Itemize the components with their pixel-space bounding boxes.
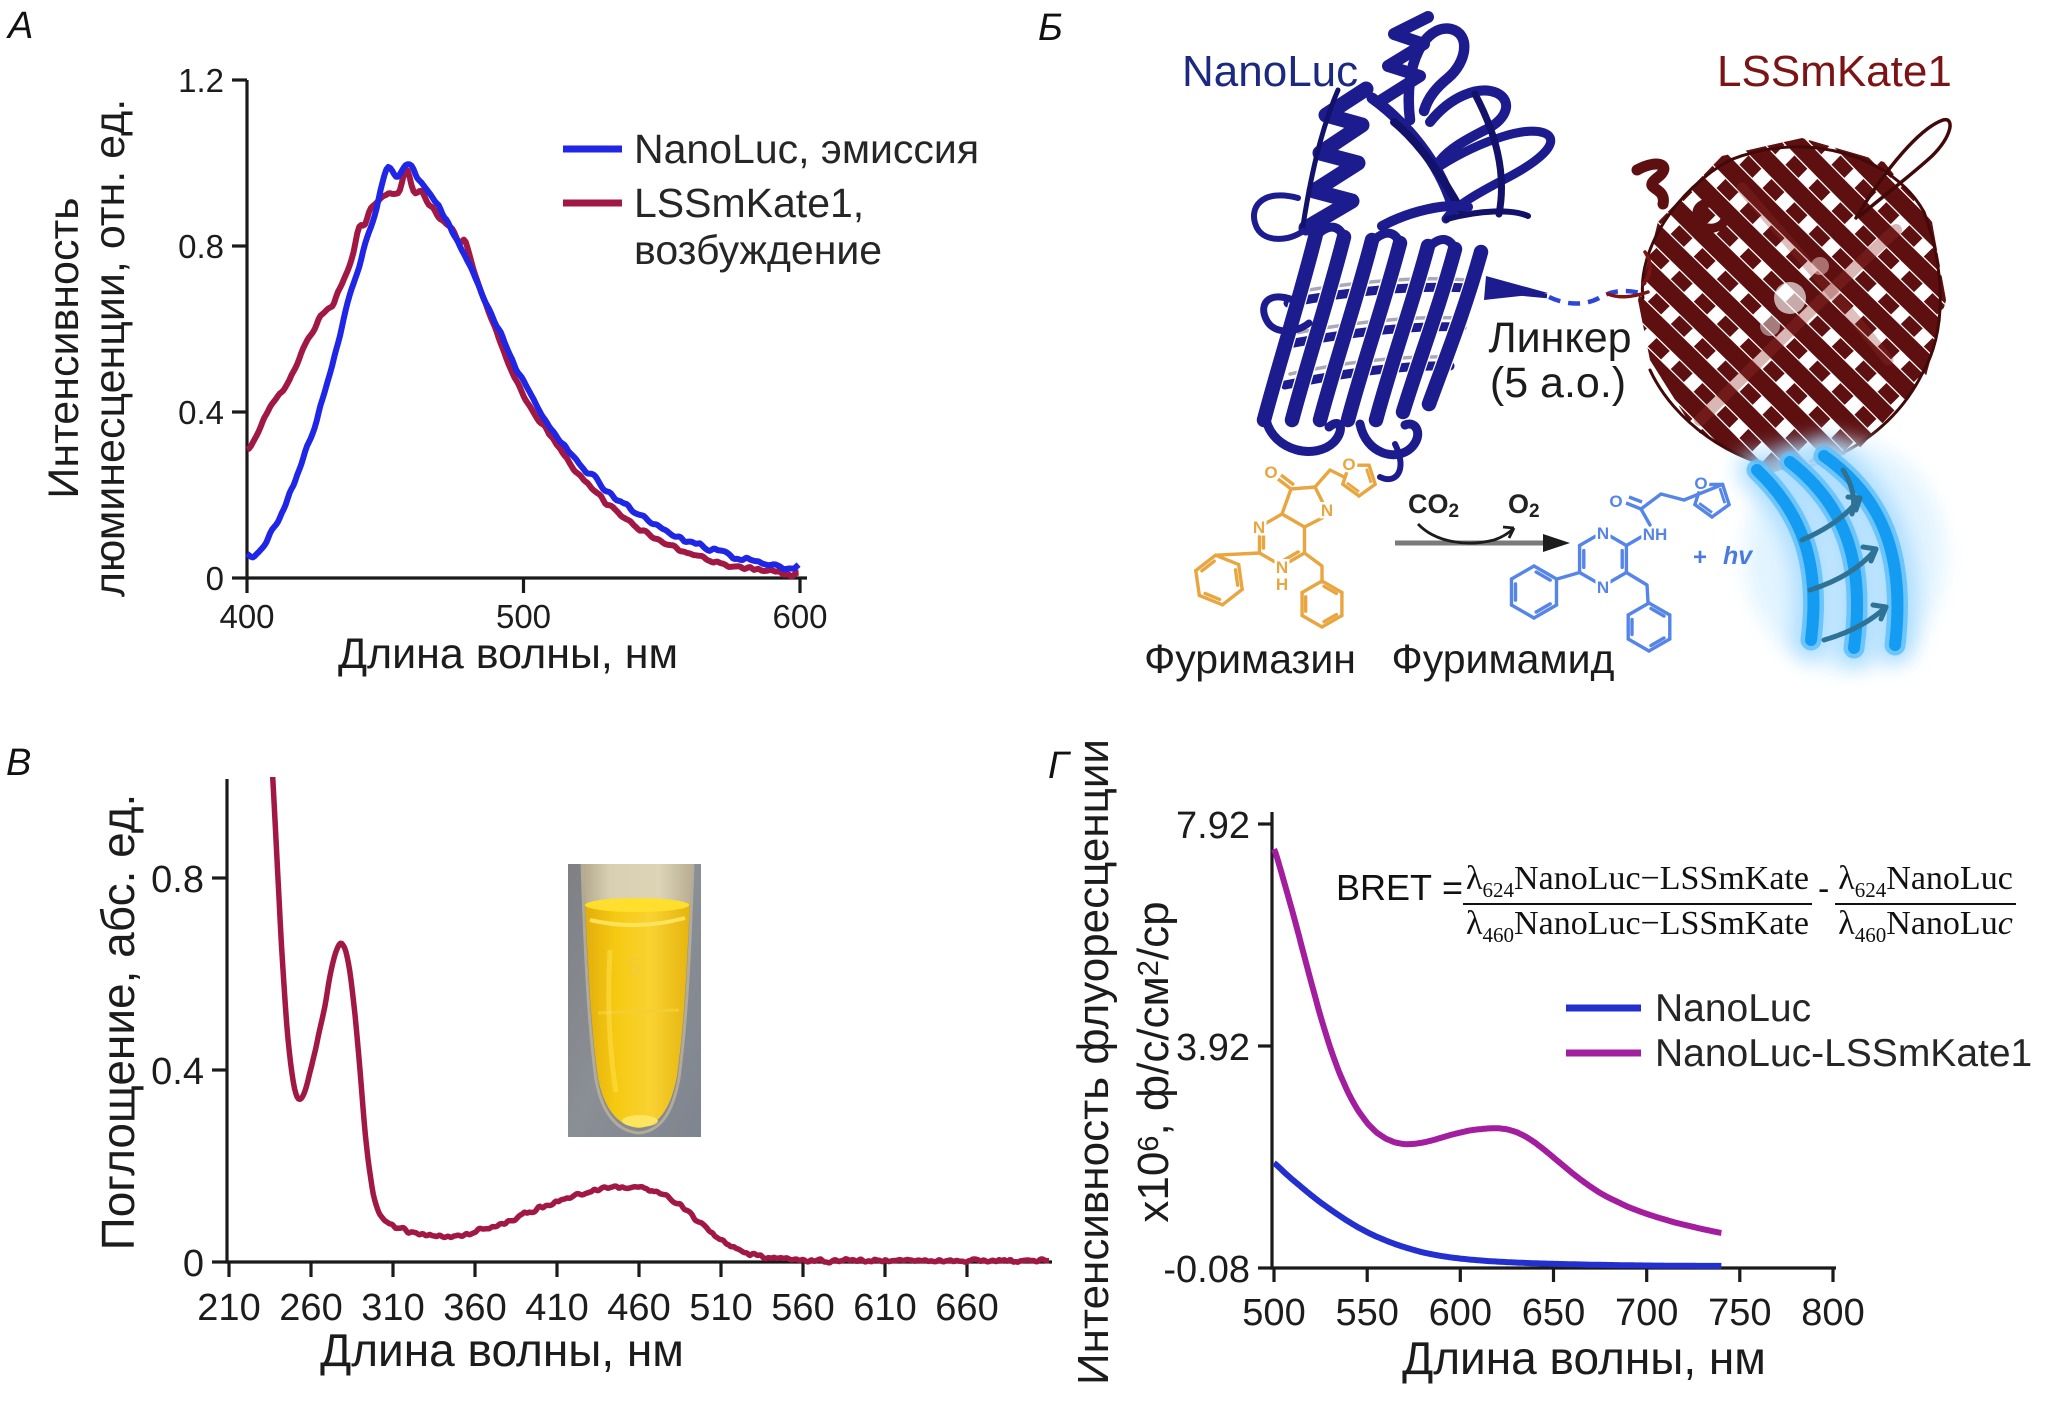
svg-text:N: N [1276, 558, 1288, 577]
svg-text:(5 а.о.): (5 а.о.) [1490, 359, 1626, 407]
svg-text:LSSmKate1: LSSmKate1 [1717, 47, 1952, 96]
svg-text:Б: Б [1038, 7, 1063, 49]
svg-text:210: 210 [197, 1287, 260, 1329]
svg-text:510: 510 [689, 1287, 752, 1329]
svg-text:Длина волны, нм: Длина волны, нм [1402, 1332, 1766, 1384]
svg-text:0.8: 0.8 [151, 859, 204, 901]
svg-text:550: 550 [1335, 1292, 1398, 1334]
svg-text:Интенсивность: Интенсивность [40, 197, 88, 498]
svg-text:700: 700 [1615, 1292, 1678, 1334]
svg-text:3.92: 3.92 [1176, 1027, 1250, 1069]
svg-text:0.4: 0.4 [151, 1051, 204, 1093]
svg-text:O: O [1342, 455, 1355, 474]
svg-text:500: 500 [496, 598, 551, 635]
svg-text:500: 500 [1242, 1292, 1305, 1334]
svg-text:Фуримамид: Фуримамид [1392, 636, 1615, 682]
svg-text:0: 0 [206, 560, 224, 597]
svg-text:NanoLuc: NanoLuc [1655, 987, 1811, 1030]
svg-text:Длина волны, нм: Длина волны, нм [338, 630, 678, 678]
svg-text:1.2: 1.2 [178, 62, 224, 99]
svg-text:0.8: 0.8 [178, 228, 224, 265]
svg-text:LSSmKate1,: LSSmKate1, [634, 180, 864, 226]
svg-text:+: + [1693, 544, 1707, 571]
svg-text:-0.08: -0.08 [1163, 1249, 1250, 1291]
svg-text:600: 600 [1429, 1292, 1492, 1334]
svg-text:В: В [6, 742, 31, 784]
svg-text:NH: NH [1643, 525, 1668, 544]
svg-text:360: 360 [443, 1287, 506, 1329]
svg-text:hv: hv [1723, 542, 1754, 570]
svg-text:560: 560 [771, 1287, 834, 1329]
svg-text:800: 800 [1801, 1292, 1864, 1334]
svg-text:460: 460 [607, 1287, 670, 1329]
svg-text:возбуждение: возбуждение [634, 227, 882, 273]
svg-text:600: 600 [772, 598, 827, 635]
svg-text:410: 410 [525, 1287, 588, 1329]
svg-text:0.4: 0.4 [178, 394, 224, 431]
svg-text:x106, ф/с/см2/ср: x106, ф/с/см2/ср [1129, 901, 1178, 1222]
svg-text:NanoLuc, эмиссия: NanoLuc, эмиссия [634, 126, 979, 172]
svg-text:750: 750 [1708, 1292, 1771, 1334]
svg-text:Линкер: Линкер [1488, 314, 1631, 362]
svg-text:люминесценции, отн. ед.: люминесценции, отн. ед. [86, 99, 134, 597]
svg-text:N: N [1253, 518, 1265, 537]
svg-text:O: O [1264, 463, 1277, 482]
svg-text:NanoLuc: NanoLuc [1182, 47, 1358, 96]
svg-text:N: N [1597, 578, 1609, 597]
svg-text:Поглощение, абс. ед.: Поглощение, абс. ед. [92, 794, 144, 1251]
svg-text:610: 610 [853, 1287, 916, 1329]
svg-text:Длина волны, нм: Длина волны, нм [320, 1324, 684, 1376]
svg-text:N: N [1321, 501, 1333, 520]
svg-text:660: 660 [935, 1287, 998, 1329]
svg-text:Интенсивность флуоресценции: Интенсивность флуоресценции [1069, 739, 1118, 1385]
svg-text:7.92: 7.92 [1176, 805, 1250, 847]
svg-text:Фуримазин: Фуримазин [1144, 636, 1356, 682]
svg-text:0: 0 [183, 1243, 204, 1285]
svg-text:O2: O2 [1508, 489, 1540, 522]
svg-text:O: O [1609, 492, 1622, 511]
svg-text:H: H [1276, 575, 1288, 594]
svg-text:CO2: CO2 [1408, 489, 1459, 522]
svg-text:5: 5 [628, 954, 640, 979]
svg-text:650: 650 [1522, 1292, 1585, 1334]
svg-text:310: 310 [361, 1287, 424, 1329]
svg-text:NanoLuc-LSSmKate1: NanoLuc-LSSmKate1 [1655, 1032, 2032, 1075]
svg-text:260: 260 [279, 1287, 342, 1329]
svg-text:А: А [6, 5, 33, 47]
svg-text:Г: Г [1048, 745, 1072, 787]
svg-text:N: N [1597, 524, 1609, 543]
svg-text:400: 400 [219, 598, 274, 635]
